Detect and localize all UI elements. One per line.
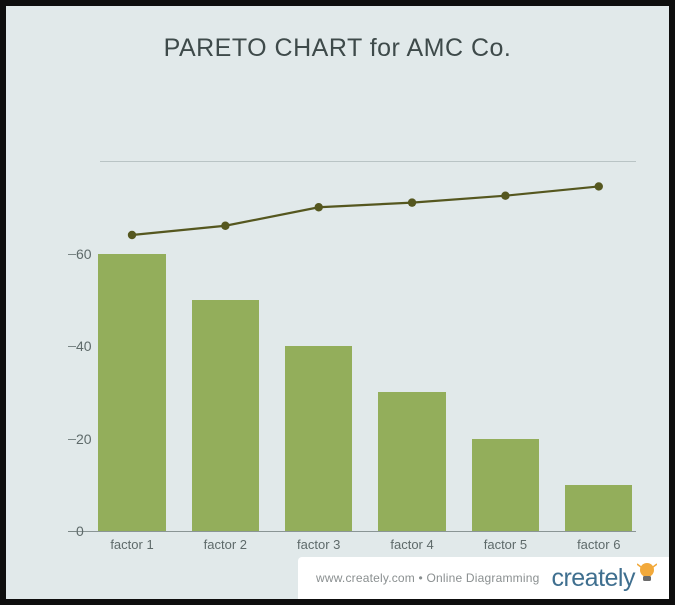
x-tick-label: factor 6 bbox=[577, 537, 620, 552]
x-tick-label: factor 5 bbox=[484, 537, 527, 552]
lightbulb-icon bbox=[637, 561, 657, 587]
footer-text: www.creately.com • Online Diagramming bbox=[316, 571, 539, 585]
footer: www.creately.com • Online Diagramming cr… bbox=[298, 557, 669, 599]
y-tick bbox=[68, 531, 76, 532]
plot-area: 0204060factor 1factor 2factor 3factor 4f… bbox=[76, 161, 636, 531]
top-divider bbox=[100, 161, 636, 162]
x-tick-label: factor 2 bbox=[204, 537, 247, 552]
brand-word: creately bbox=[551, 564, 635, 593]
line-marker bbox=[501, 191, 509, 199]
baseline bbox=[76, 531, 636, 532]
chart-frame: PARETO CHART for AMC Co. 0204060factor 1… bbox=[0, 0, 675, 605]
y-tick bbox=[68, 439, 76, 440]
line-marker bbox=[221, 222, 229, 230]
chart-title: PARETO CHART for AMC Co. bbox=[6, 34, 669, 63]
line-layer bbox=[76, 161, 636, 531]
line-marker bbox=[408, 198, 416, 206]
line-marker bbox=[128, 231, 136, 239]
y-tick bbox=[68, 254, 76, 255]
line-marker bbox=[595, 182, 603, 190]
x-tick-label: factor 1 bbox=[110, 537, 153, 552]
x-tick-label: factor 4 bbox=[390, 537, 433, 552]
cumulative-line bbox=[132, 186, 599, 235]
y-tick bbox=[68, 346, 76, 347]
x-tick-label: factor 3 bbox=[297, 537, 340, 552]
line-marker bbox=[315, 203, 323, 211]
brand: creately bbox=[551, 564, 657, 593]
